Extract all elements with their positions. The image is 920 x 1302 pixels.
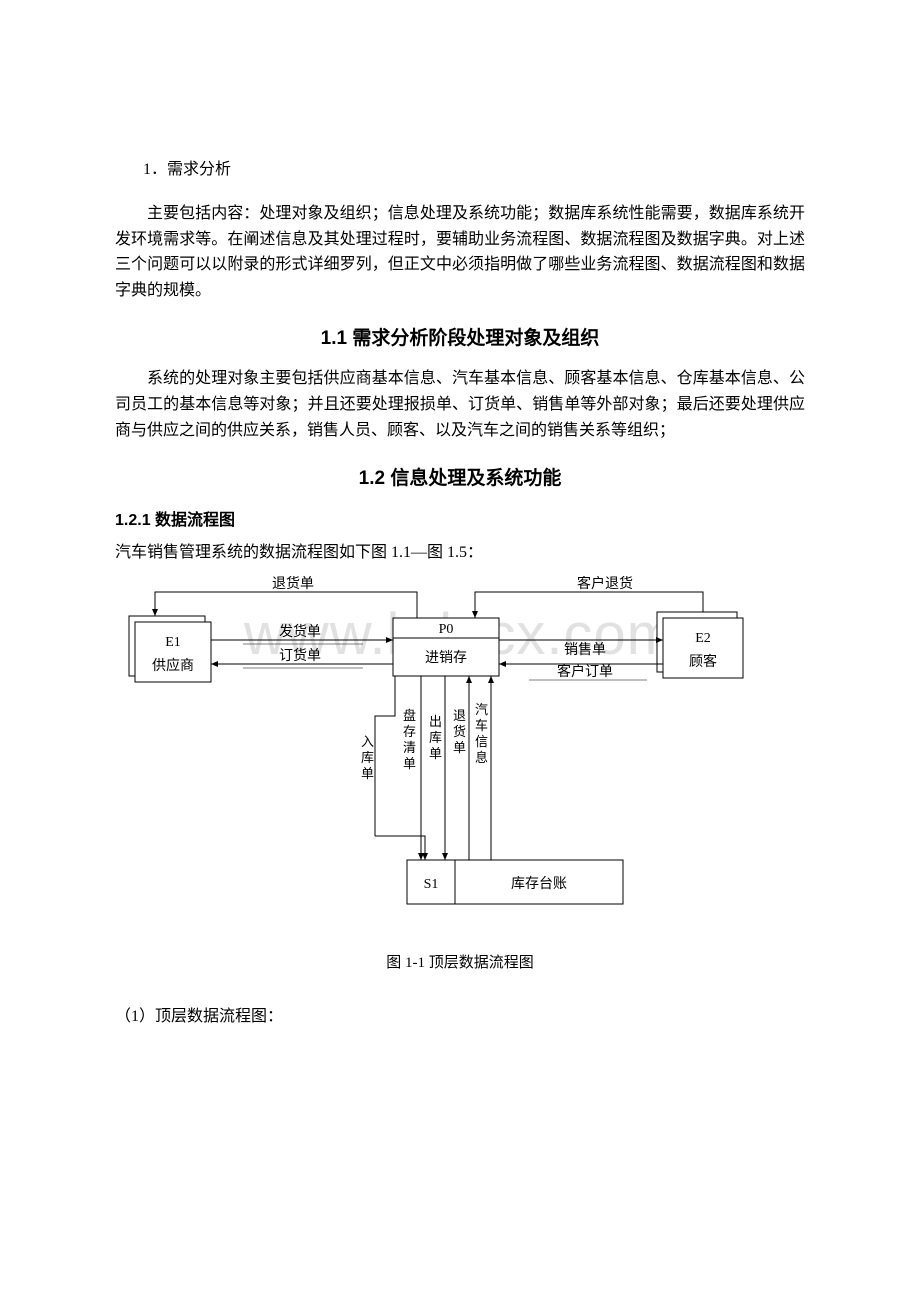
s1-label: 库存台账 [511,876,567,892]
label-top-right: 客户退货 [577,576,633,592]
e1-id: E1 [165,635,181,650]
paragraph-1-1: 系统的处理对象主要包括供应商基本信息、汽车基本信息、顾客基本信息、仓库基本信息、… [115,366,805,443]
p0-id: P0 [439,622,454,637]
intro-paragraph: 主要包括内容：处理对象及组织；信息处理及系统功能；数据库系统性能需要，数据库系统… [115,201,805,303]
dataflow-diagram: www.bdocx.com E1 供应商 P0 进销存 E2 顾客 [115,576,805,916]
e1-label: 供应商 [152,657,194,674]
heading-1-2-1: 1.2.1 数据流程图 [115,506,805,530]
vlabel-3: 退货单 [453,708,466,755]
s1-id: S1 [424,877,439,892]
vlabel-0: 入库单 [361,734,374,781]
heading-1-1: 1.1 需求分析阶段处理对象及组织 [115,323,805,350]
vlabel-2: 出库单 [429,714,442,761]
label-mid-l2: 订货单 [279,647,321,664]
list-item-1: （1）顶层数据流程图： [115,1002,805,1026]
label-mid-r1: 销售单 [564,642,606,658]
label-mid-l1: 发货单 [279,623,321,640]
section-number: 1．需求分析 [115,155,805,179]
p0-label: 进销存 [425,650,467,666]
vlabel-1: 盘存清单 [403,708,416,771]
e2-id: E2 [695,631,711,646]
heading-1-2: 1.2 信息处理及系统功能 [115,463,805,490]
vlabel-4: 汽车信息 [475,702,488,765]
label-top-left: 退货单 [272,576,314,592]
figure-caption: 图 1-1 顶层数据流程图 [115,951,805,972]
paragraph-1-2-1: 汽车销售管理系统的数据流程图如下图 1.1—图 1.5： [115,540,805,566]
label-mid-r2: 客户订单 [557,663,613,680]
diagram-svg: E1 供应商 P0 进销存 E2 顾客 S1 库存台账 退货单 客户退货 [115,576,805,916]
e2-label: 顾客 [689,653,717,670]
